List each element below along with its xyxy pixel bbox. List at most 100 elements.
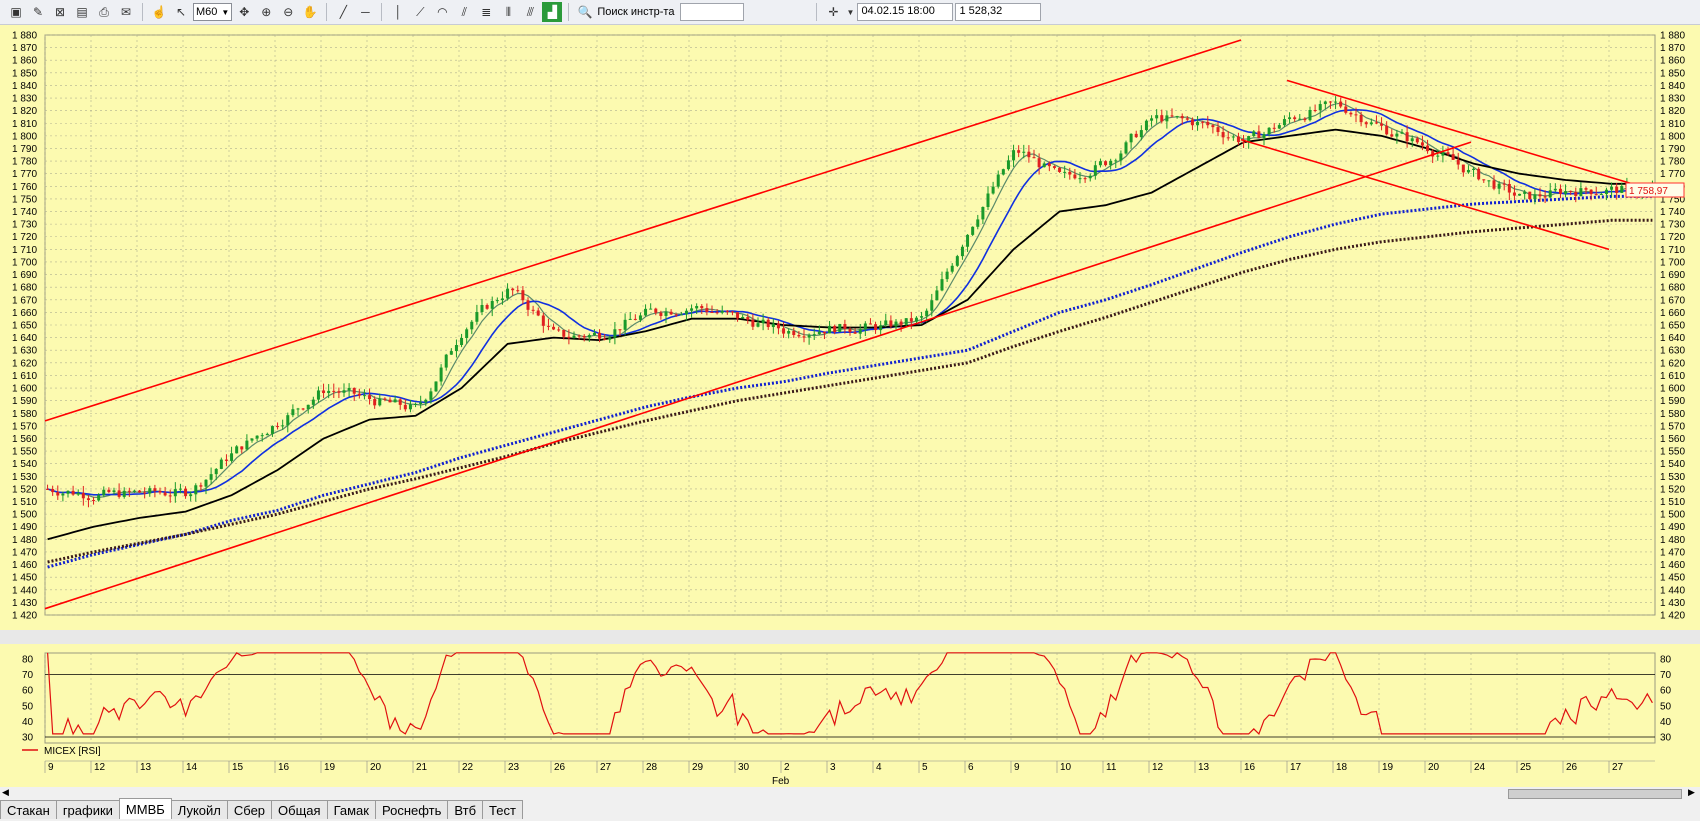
candle-body — [506, 288, 510, 299]
arc-icon[interactable]: ◠ — [437, 5, 448, 19]
horizontal-line-icon[interactable]: ─ — [361, 5, 370, 19]
trendline-icon[interactable]: ╱ — [339, 5, 347, 19]
date-tick-label: 19 — [1382, 762, 1394, 773]
scroll-thumb[interactable] — [1508, 789, 1682, 799]
tab-label: Гамак — [333, 802, 369, 818]
price-tick-label-right: 1 690 — [1660, 270, 1685, 281]
separator — [816, 3, 818, 21]
fibonacci-levels-icon[interactable]: ≣ — [481, 5, 492, 19]
candle-body — [1620, 186, 1624, 193]
tab-obshchaya[interactable]: Общая — [271, 800, 328, 819]
time-zones-icon[interactable]: ⦀ — [505, 4, 511, 19]
tab-test[interactable]: Тест — [482, 800, 523, 819]
candle-body — [817, 331, 821, 335]
ma-dotted-brown-line — [47, 218, 1653, 564]
interval-select[interactable]: M60 ▼ — [193, 3, 233, 21]
price-tick-label-left: 1 590 — [12, 396, 37, 407]
grid — [0, 34, 1700, 744]
candle-body — [546, 325, 550, 327]
fibonacci-fan-icon[interactable]: ⟋ — [416, 4, 425, 19]
tab-stakan[interactable]: Стакан — [0, 800, 57, 819]
candle-body — [1017, 150, 1021, 153]
candle-body — [838, 324, 842, 332]
tab-gamak[interactable]: Гамак — [326, 800, 376, 819]
date-tick-label: 11 — [1106, 762, 1117, 773]
candle-body — [720, 310, 724, 313]
tab-mmvb[interactable]: ММВБ — [118, 798, 172, 819]
candle-body — [454, 345, 458, 352]
candle-body — [301, 408, 305, 410]
tab-vtb[interactable]: Втб — [447, 800, 484, 819]
chevron-down-icon[interactable]: ▼ — [846, 7, 855, 17]
candle-body — [669, 311, 673, 315]
tab-label: Сбер — [233, 802, 266, 818]
zoom-out-icon[interactable]: ⊖ — [283, 5, 294, 19]
candle-body — [920, 316, 924, 318]
edit-chart-icon[interactable]: ✎ — [32, 5, 44, 19]
delete-chart-icon[interactable]: ⊠ — [54, 5, 66, 19]
rsi-tick-label-left: 40 — [22, 717, 34, 728]
price-tick-label-right: 1 670 — [1660, 295, 1685, 306]
candle-body — [1236, 136, 1240, 143]
candle-body — [1109, 160, 1113, 166]
channel-icon[interactable]: ⫻ — [526, 4, 534, 19]
candle-body — [1282, 119, 1286, 126]
candle-body — [1247, 136, 1251, 143]
pan-hand-icon[interactable]: ✋ — [302, 5, 318, 19]
price-tick-label-right: 1 500 — [1660, 510, 1685, 521]
price-tick-label-left: 1 790 — [12, 144, 37, 155]
indicator-icon[interactable]: ▟ — [542, 2, 563, 22]
price-tick-label-right: 1 440 — [1660, 585, 1685, 596]
candle-body — [1339, 101, 1343, 107]
candle-body — [1446, 152, 1450, 155]
candle-body — [490, 301, 494, 309]
search-input[interactable] — [680, 3, 745, 21]
tab-sber[interactable]: Сбер — [226, 800, 273, 819]
tab-rosneft[interactable]: Роснефть — [374, 800, 449, 819]
candle-body — [700, 306, 704, 309]
new-chart-icon[interactable]: ▣ — [10, 5, 22, 19]
candle-body — [1196, 121, 1200, 126]
candle-body — [1538, 194, 1542, 197]
date-tick-label: 27 — [1612, 762, 1624, 773]
chart-area[interactable]: 1 880 1 880 1 870 1 870 1 860 1 860 1 850 1 850… — [0, 25, 1700, 795]
print-chart-icon[interactable]: ⎙ — [99, 4, 109, 19]
date-tick-label: 14 — [186, 762, 198, 773]
horizontal-scrollbar[interactable]: ◀ ▶ — [0, 787, 1700, 800]
candle-body — [828, 325, 832, 334]
price-tick-label-left: 1 720 — [12, 232, 37, 243]
candle-body — [311, 399, 315, 405]
scroll-left-arrow[interactable]: ◀ — [2, 787, 9, 797]
mail-icon[interactable]: ✉ — [120, 5, 132, 19]
candle-body — [756, 323, 760, 327]
candle-body — [1175, 116, 1179, 118]
rsi-line — [47, 651, 1653, 736]
tab-grafiki[interactable]: графики — [55, 800, 120, 819]
candle-body — [138, 490, 142, 493]
candle-body — [1420, 142, 1424, 146]
move-icon[interactable]: ✥ — [239, 5, 250, 19]
pitchfork-icon[interactable]: ⫽ — [461, 4, 467, 19]
save-chart-icon[interactable]: ▤ — [76, 5, 88, 19]
zoom-in-icon[interactable]: ⊕ — [261, 5, 272, 19]
candle-body — [1436, 155, 1440, 157]
date-tick-label: 27 — [600, 762, 612, 773]
price-tick-label-left: 1 820 — [12, 106, 37, 117]
hand-pointer-icon[interactable]: ☝ — [151, 5, 167, 19]
candle-body — [383, 398, 387, 400]
crosshair-icon[interactable]: ✛ — [828, 5, 839, 19]
candle-body — [1180, 116, 1184, 119]
cursor-icon[interactable]: ↖ — [175, 5, 187, 19]
tab-lukoil[interactable]: Лукойл — [170, 800, 228, 819]
search-icon[interactable]: 🔍 — [577, 5, 593, 19]
candle-body — [541, 315, 545, 326]
candle-body — [51, 489, 55, 493]
price-tick-label-right: 1 860 — [1660, 56, 1685, 67]
vertical-line-icon[interactable]: │ — [394, 5, 403, 19]
scroll-right-arrow[interactable]: ▶ — [1688, 787, 1695, 797]
price-tick-label-right: 1 810 — [1660, 119, 1685, 130]
candle-body — [1288, 117, 1292, 120]
candle-body — [1528, 191, 1532, 200]
price-tick-label-left: 1 660 — [12, 308, 37, 319]
